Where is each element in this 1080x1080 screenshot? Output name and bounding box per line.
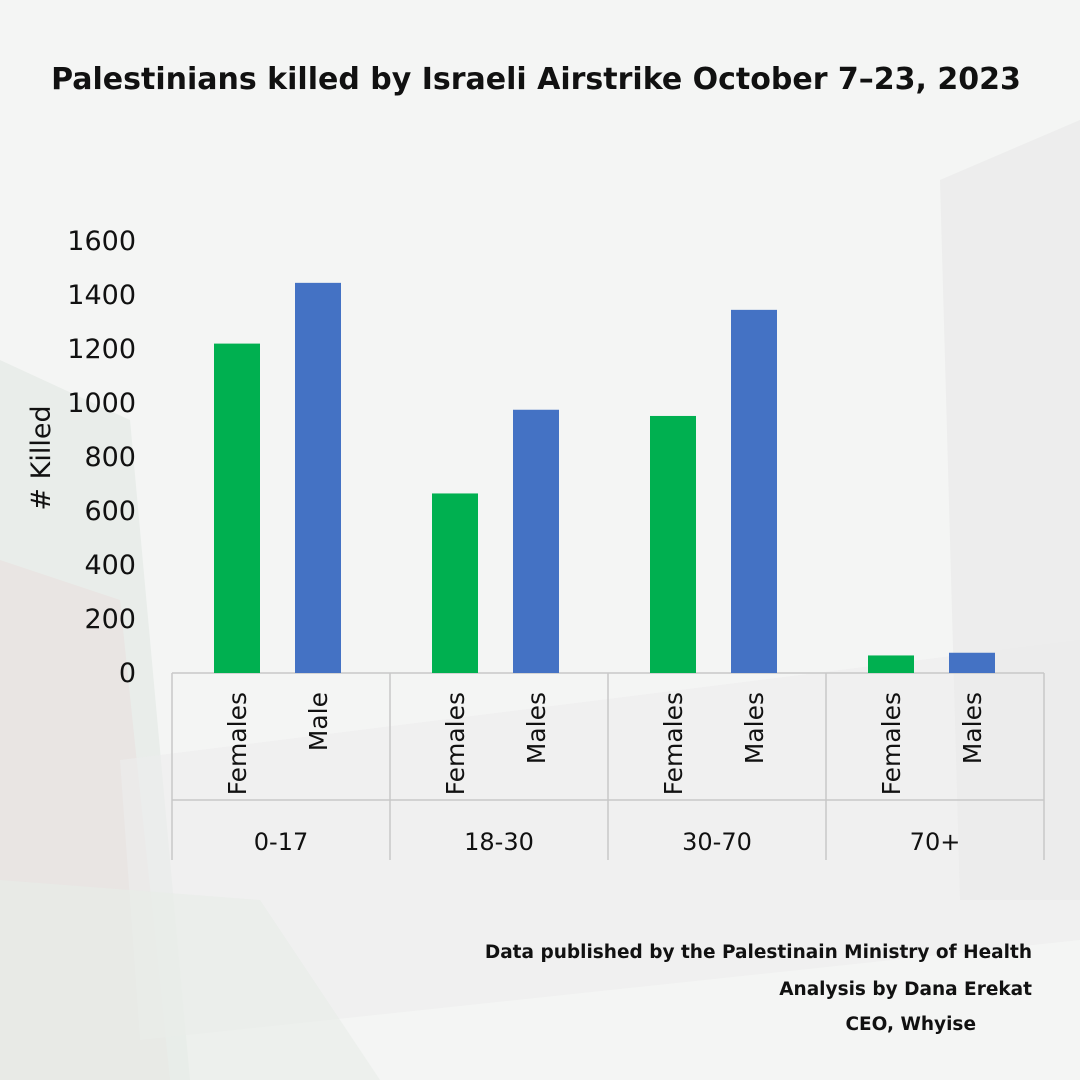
y-tick-label: 1200: [67, 334, 136, 365]
bar-label: Females: [877, 692, 906, 795]
bar-males-18-30: [513, 409, 559, 673]
y-tick-label: 1600: [67, 226, 136, 257]
bar-label: Males: [522, 692, 551, 764]
y-tick-label: 400: [84, 550, 136, 581]
chart-title: Palestinians killed by Israeli Airstrike…: [51, 62, 1021, 97]
y-tick-label: 1000: [67, 388, 136, 419]
y-axis-label: # Killed: [26, 405, 57, 510]
group-label: 0-17: [254, 828, 308, 856]
bar-label: Females: [223, 692, 252, 795]
bar-males-0-17: [295, 282, 341, 673]
bar-label: Females: [441, 692, 470, 795]
credit-data-source: Data published by the Palestinain Minist…: [484, 942, 1032, 963]
y-tick-label: 200: [84, 604, 136, 635]
bar-label: Male: [304, 692, 333, 751]
credit-title: CEO, Whyise: [845, 1014, 976, 1035]
group-label: 30-70: [682, 828, 752, 856]
bar-males-30-70: [731, 309, 777, 673]
bar-label: Males: [740, 692, 769, 764]
bar-label: Males: [958, 692, 987, 764]
bar-females-70+: [868, 655, 914, 673]
y-tick-label: 800: [84, 442, 136, 473]
bar-females-0-17: [214, 343, 260, 673]
bar-males-70+: [949, 652, 995, 673]
bar-females-30-70: [650, 415, 696, 673]
credit-analysis: Analysis by Dana Erekat: [779, 979, 1032, 1000]
group-label: 70+: [910, 828, 961, 856]
group-label: 18-30: [464, 828, 534, 856]
y-tick-label: 600: [84, 496, 136, 527]
y-tick-label: 1400: [67, 280, 136, 311]
bar-label: Females: [659, 692, 688, 795]
bar-females-18-30: [432, 493, 478, 673]
y-tick-label: 0: [119, 658, 136, 689]
